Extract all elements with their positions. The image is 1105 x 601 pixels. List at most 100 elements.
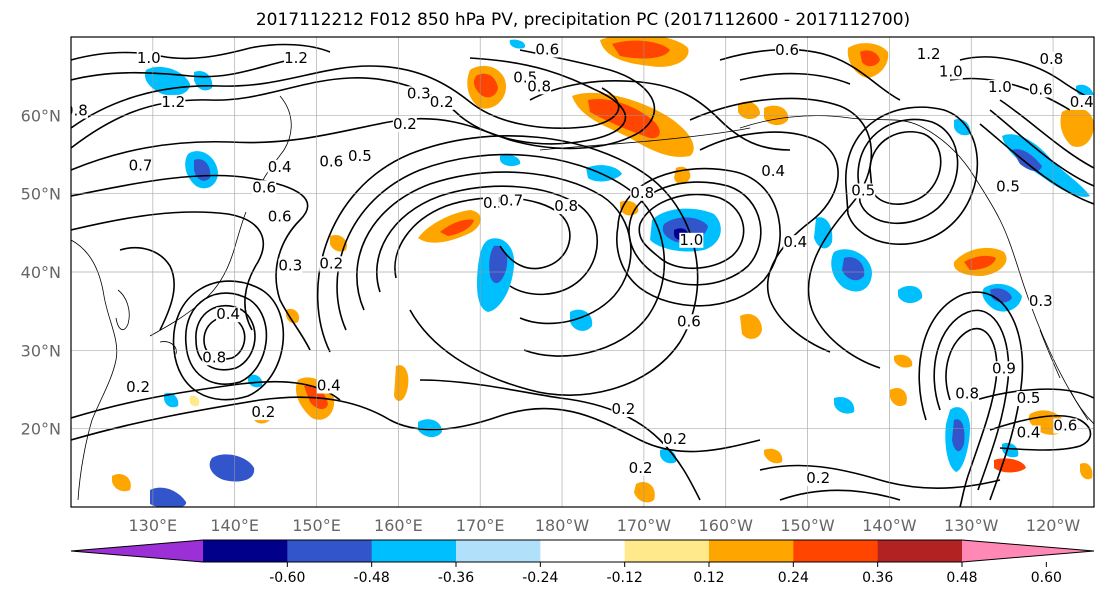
colorbar-tick-label: 0.60 (1031, 570, 1062, 586)
shade-patch (588, 98, 660, 139)
coastline-aleutians (539, 127, 751, 151)
contour-line (999, 99, 1094, 169)
contour-line (759, 464, 1001, 490)
lon-tick-label: 140°E (210, 516, 259, 535)
lon-tick-label: 130°E (129, 516, 178, 535)
colorbar-segment (709, 540, 794, 562)
contour-line (376, 185, 599, 296)
lon-tick-label: 130°W (944, 516, 999, 535)
contour-label-bg (406, 86, 431, 102)
contour-label: 0.4 (216, 305, 240, 323)
contour-line (699, 131, 839, 353)
coastline-baja (1039, 329, 1094, 425)
contour-label: 0.6 (1029, 80, 1053, 98)
contour-label-bg (938, 64, 963, 80)
shade-patch (500, 154, 521, 167)
shade-patch (209, 454, 255, 482)
contour-label-bg (347, 148, 372, 164)
contour-line (989, 415, 1092, 451)
contour-line (975, 388, 1094, 401)
contour-line (628, 181, 762, 286)
shade-patch (890, 387, 907, 407)
lon-tick-label: 170°E (456, 516, 505, 535)
contour-line (529, 80, 791, 151)
contour-label-bg (319, 256, 344, 272)
coastline-kamchatka (257, 95, 292, 191)
contour-label-bg (761, 163, 786, 179)
shade-patch (814, 217, 833, 249)
contour-label: 0.5 (348, 147, 372, 165)
contour-label: 0.2 (393, 115, 417, 133)
contour-line (933, 309, 1010, 491)
contour-label: 0.6 (775, 41, 799, 59)
shade-patch (894, 354, 913, 368)
contour-label: 0.5 (996, 178, 1020, 196)
colorbar-segment (456, 540, 541, 562)
contour-label-bg (128, 158, 153, 174)
contour-label: 0.8 (202, 348, 226, 366)
contour-label: 1.0 (679, 231, 703, 249)
contour-label: 0.2 (319, 254, 343, 272)
contour-label-bg (527, 79, 552, 95)
shade-patch (994, 458, 1026, 473)
contour-label-bg (429, 94, 454, 110)
contour-line (719, 48, 901, 101)
contour-labels: 1.01.21.20.80.7 0.4 0.6 0.50.60.60.3 0.20.30… (71, 40, 1094, 487)
contour-label-bg (1028, 293, 1053, 309)
colorbar-tick-label: -0.36 (438, 570, 474, 586)
lon-tick-label: 170°W (617, 516, 672, 535)
contour-label-bg (806, 470, 831, 486)
colorbar-tick-label: 0.48 (946, 570, 977, 586)
contour-label: 0.3 (278, 257, 302, 275)
contour-label-bg (392, 116, 417, 132)
shade-patch (964, 255, 996, 270)
colorbar-segment (287, 540, 373, 562)
contour-label-bg (955, 386, 980, 402)
coastline-na-west (999, 219, 1089, 421)
colorbar-segment (793, 540, 879, 562)
lat-tick-label: 40°N (21, 263, 61, 282)
contour-label-bg (202, 350, 227, 366)
shade-patch (860, 50, 880, 67)
shade-patch (952, 419, 965, 452)
contour-label-bg (611, 402, 636, 417)
contour-label: 0.6 (252, 178, 276, 196)
contour-label-bg (71, 103, 88, 119)
colorbar-tick-label: -0.24 (522, 570, 558, 586)
lat-tick-label: 20°N (21, 420, 61, 439)
contour-line (739, 72, 851, 85)
contour-label: 0.4 (1017, 424, 1041, 442)
contour-line (689, 97, 881, 369)
contour-label: 0.6 (677, 312, 701, 330)
shade-patch (1080, 462, 1093, 480)
shade-patch (248, 374, 263, 388)
contour-label-bg (126, 380, 151, 396)
contour-label: 0.4 (317, 377, 341, 395)
contour-label-bg (284, 51, 309, 67)
lat-tick-label: 50°N (21, 185, 61, 204)
contour-label-bg (161, 94, 186, 110)
contour-label: 0.2 (430, 93, 454, 111)
contour-label: 0.5 (851, 181, 875, 199)
shade-patch (489, 245, 508, 284)
lat-tick-label: 60°N (21, 106, 61, 125)
contour-label: 0.4 (761, 162, 785, 180)
lon-tick-label: 160°W (699, 516, 754, 535)
colorbar-segment (203, 540, 288, 562)
lon-tick-label: 140°W (862, 516, 917, 535)
shade-patch (634, 481, 655, 503)
figure-title: 2017112212 F012 850 hPa PV, precipitatio… (256, 10, 910, 30)
contour-line (119, 246, 175, 331)
colorbar-tick-label: 0.36 (862, 570, 893, 586)
contour-label: 0.5 (1017, 389, 1041, 407)
shade-patch (738, 101, 760, 120)
contour-label: 0.2 (629, 459, 653, 477)
contour-label-bg (535, 42, 560, 58)
shade-patch (740, 313, 762, 339)
contour-label-bg (662, 431, 687, 447)
lon-tick-label: 180°W (535, 516, 590, 535)
contour-label: 1.0 (988, 78, 1012, 96)
coastline-asia (71, 239, 118, 501)
contour-label-bg (991, 361, 1016, 377)
